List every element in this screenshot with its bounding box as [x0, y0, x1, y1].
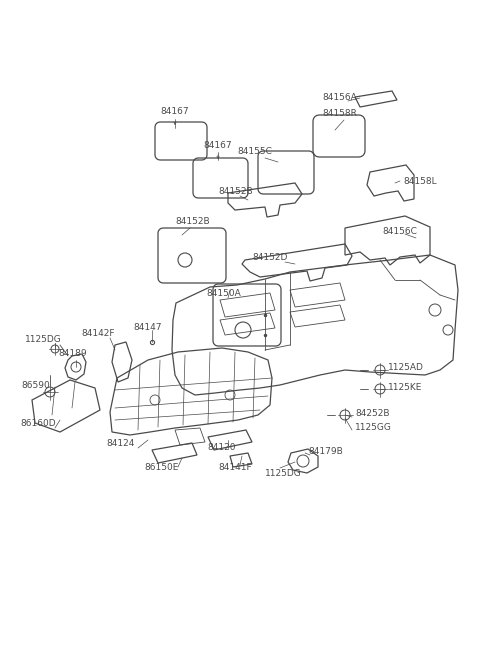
Text: 84142F: 84142F	[81, 329, 115, 337]
Text: 1125DG: 1125DG	[264, 468, 301, 477]
Text: 84167: 84167	[204, 141, 232, 149]
Text: 84252B: 84252B	[355, 409, 389, 417]
Text: 1125AD: 1125AD	[388, 364, 424, 373]
Text: 84124: 84124	[107, 440, 135, 449]
Text: 84152B: 84152B	[218, 187, 252, 195]
Text: 84155C: 84155C	[238, 147, 273, 155]
Text: 84158R: 84158R	[322, 109, 357, 117]
Text: 86150E: 86150E	[145, 462, 179, 472]
Text: 84179B: 84179B	[308, 447, 343, 457]
Text: 1125KE: 1125KE	[388, 383, 422, 392]
Text: 84150A: 84150A	[206, 288, 241, 297]
Text: 86160D: 86160D	[20, 419, 56, 428]
Text: 84167: 84167	[161, 107, 189, 117]
Text: 86590: 86590	[22, 381, 50, 390]
Text: 84152B: 84152B	[175, 217, 210, 225]
Text: 84189: 84189	[59, 350, 87, 358]
Text: 84158L: 84158L	[403, 176, 437, 185]
Text: 1125DG: 1125DG	[24, 335, 61, 343]
Text: 84120: 84120	[208, 443, 236, 453]
Text: 84147: 84147	[134, 322, 162, 331]
Text: 84141F: 84141F	[218, 464, 252, 472]
Text: 84152D: 84152D	[252, 252, 288, 261]
Text: 1125GG: 1125GG	[355, 424, 392, 432]
Text: 84156A: 84156A	[322, 92, 357, 102]
Text: 84156C: 84156C	[382, 227, 417, 236]
